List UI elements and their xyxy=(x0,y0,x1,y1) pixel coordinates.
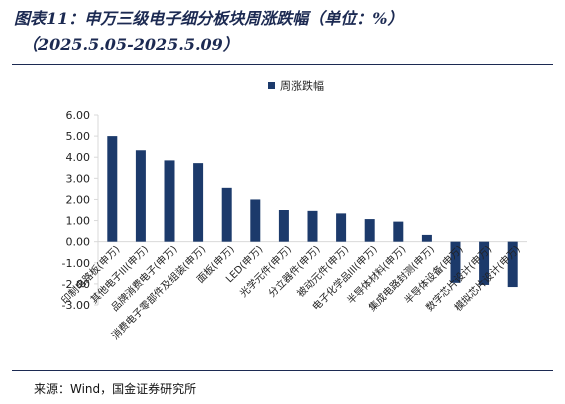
bar-4 xyxy=(193,163,204,242)
bar-15 xyxy=(507,241,518,288)
bar-8 xyxy=(307,210,318,242)
chart-legend: 周涨跌幅 xyxy=(268,79,324,93)
bar-9 xyxy=(336,213,347,242)
y-tick-label: 1.00 xyxy=(66,215,91,228)
bar-6 xyxy=(250,199,261,242)
y-axis: 6.00 5.00 4.00 3.00 2.00 1.00 0.00 -1.00 -2.00 -3… xyxy=(62,109,527,312)
y-tick-label: 4.00 xyxy=(66,151,91,164)
y-tick-label: 3.00 xyxy=(66,172,91,185)
bar-10 xyxy=(364,219,375,242)
bar-12 xyxy=(421,234,432,242)
source-divider xyxy=(12,370,553,371)
y-tick-label: 0.00 xyxy=(66,236,91,249)
y-tick-label: -3.00 xyxy=(62,299,90,312)
y-tick-label: 2.00 xyxy=(66,193,91,206)
legend-label: 周涨跌幅 xyxy=(280,79,324,93)
bar-7 xyxy=(278,210,289,242)
bar-5 xyxy=(221,187,232,242)
chart-title-line-2: （2025.5.05-2025.5.09） xyxy=(22,35,239,54)
y-tick-label: -1.00 xyxy=(62,257,90,270)
legend-swatch xyxy=(268,82,275,89)
chart-title: 图表11：申万三级电子细分板块周涨跌幅（单位：%） （2025.5.05-202… xyxy=(14,6,554,58)
bar-series xyxy=(107,136,518,288)
bar-3 xyxy=(164,160,175,242)
title-divider xyxy=(12,64,553,65)
bar-2 xyxy=(135,150,146,242)
bar-1 xyxy=(107,136,118,242)
y-tick-label: 6.00 xyxy=(66,109,91,122)
y-tick-label: -2.00 xyxy=(62,278,90,291)
bar-13 xyxy=(450,241,461,283)
chart-title-line-1: 图表11：申万三级电子细分板块周涨跌幅（单位：%） xyxy=(14,9,404,28)
bar-chart: 周涨跌幅 6.00 5.00 4.00 3.00 2.00 1.00 0.00 -1.00 -2… xyxy=(58,79,527,343)
x-axis-labels: 印制电路板(申万)其他电子III(申万)品牌消费电子(申万)消费电子零部件及组装… xyxy=(58,243,523,343)
y-tick-label: 5.00 xyxy=(66,130,91,143)
source-note: 来源：Wind，国金证券研究所 xyxy=(34,382,197,396)
bar-11 xyxy=(393,221,404,242)
bar-14 xyxy=(479,241,490,285)
